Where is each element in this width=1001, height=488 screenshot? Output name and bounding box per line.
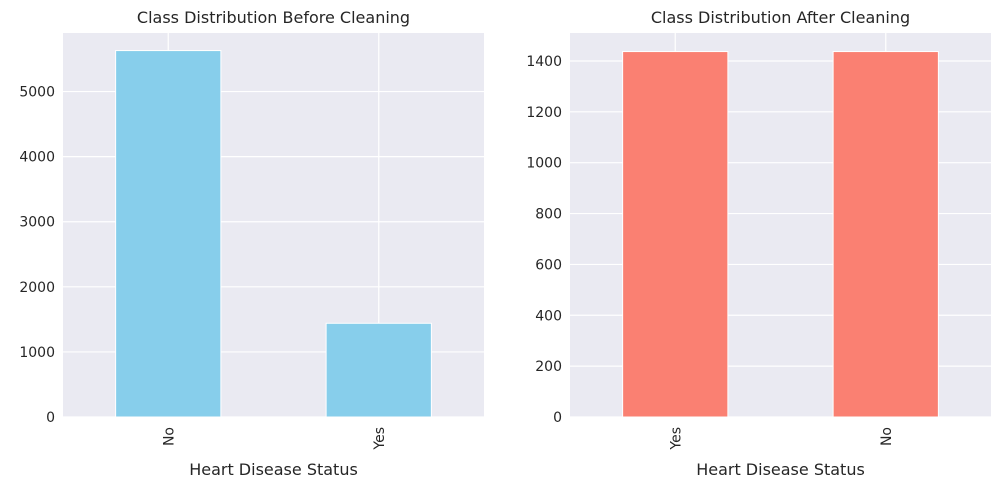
y-ticks-after: 0 200 400 600 800 1000 1200 1400 bbox=[526, 54, 562, 426]
x-tick-label: Yes bbox=[372, 427, 388, 451]
y-tick-label: 4000 bbox=[19, 150, 55, 166]
bars-after bbox=[622, 51, 939, 418]
bars-before bbox=[115, 50, 432, 418]
y-tick-label: 0 bbox=[553, 410, 562, 426]
y-tick-label: 1000 bbox=[526, 156, 562, 172]
x-tick-label: No bbox=[161, 427, 177, 446]
y-tick-label: 1400 bbox=[526, 54, 562, 70]
chart-title-before: Class Distribution Before Cleaning bbox=[137, 8, 410, 27]
chart-title-after: Class Distribution After Cleaning bbox=[651, 8, 910, 27]
chart-after-cleaning: 0 200 400 600 800 1000 1200 1400 Yes No Class Di… bbox=[526, 8, 991, 479]
x-ticks-after: Yes No bbox=[668, 427, 895, 451]
y-tick-label: 0 bbox=[46, 410, 55, 426]
y-tick-label: 400 bbox=[535, 308, 562, 324]
y-tick-label: 1000 bbox=[19, 345, 55, 361]
chart-before-cleaning: 0 1000 2000 3000 4000 5000 No Yes Class Distri… bbox=[19, 8, 484, 479]
x-axis-label-before: Heart Disease Status bbox=[189, 460, 358, 479]
bar-no-before bbox=[115, 50, 222, 418]
x-tick-label: No bbox=[879, 427, 895, 446]
y-tick-label: 1200 bbox=[526, 105, 562, 121]
y-tick-label: 2000 bbox=[19, 280, 55, 296]
bar-no-after bbox=[832, 51, 939, 418]
y-tick-label: 5000 bbox=[19, 85, 55, 101]
y-tick-label: 800 bbox=[535, 207, 562, 223]
y-tick-label: 200 bbox=[535, 359, 562, 375]
bar-yes-before bbox=[325, 322, 432, 418]
y-ticks-before: 0 1000 2000 3000 4000 5000 bbox=[19, 85, 55, 426]
x-axis-label-after: Heart Disease Status bbox=[696, 460, 865, 479]
x-tick-label: Yes bbox=[668, 427, 684, 451]
y-tick-label: 600 bbox=[535, 257, 562, 273]
y-tick-label: 3000 bbox=[19, 215, 55, 231]
x-ticks-before: No Yes bbox=[161, 427, 388, 451]
bar-yes-after bbox=[622, 51, 729, 418]
